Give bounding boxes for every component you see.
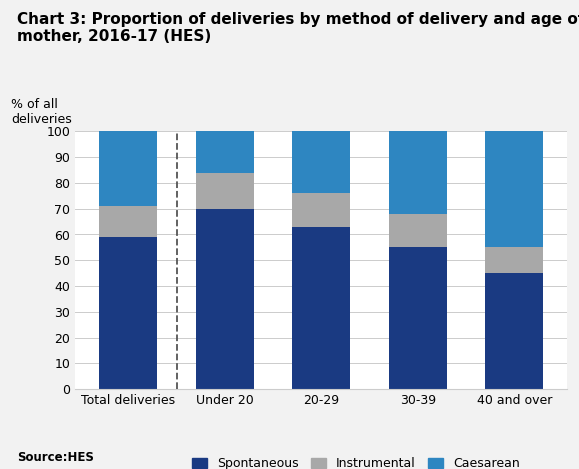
Bar xyxy=(100,131,157,206)
Legend: Spontaneous, Instrumental, Caesarean: Spontaneous, Instrumental, Caesarean xyxy=(187,452,525,469)
Bar xyxy=(485,248,543,273)
Bar xyxy=(196,173,254,209)
Bar xyxy=(100,237,157,389)
Bar xyxy=(292,131,350,193)
Bar xyxy=(196,131,254,173)
Bar xyxy=(196,209,254,389)
Text: Source:HES: Source:HES xyxy=(17,451,94,464)
Bar xyxy=(389,131,447,214)
Text: % of all
deliveries: % of all deliveries xyxy=(11,98,72,126)
Bar xyxy=(100,206,157,237)
Bar xyxy=(485,131,543,248)
Bar xyxy=(389,248,447,389)
Bar xyxy=(292,193,350,227)
Bar xyxy=(292,227,350,389)
Bar xyxy=(485,273,543,389)
Bar xyxy=(389,214,447,248)
Text: Chart 3: Proportion of deliveries by method of delivery and age of
mother, 2016-: Chart 3: Proportion of deliveries by met… xyxy=(17,12,579,44)
